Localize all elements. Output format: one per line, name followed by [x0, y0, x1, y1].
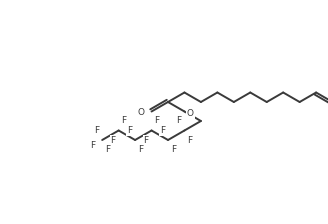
Text: F: F	[187, 136, 193, 144]
Text: F: F	[111, 136, 116, 144]
Text: F: F	[171, 145, 176, 154]
Text: F: F	[122, 116, 127, 125]
Text: F: F	[90, 141, 95, 150]
Text: F: F	[105, 145, 110, 154]
Text: F: F	[176, 116, 181, 125]
Text: F: F	[138, 145, 143, 154]
Text: F: F	[154, 116, 160, 125]
Text: F: F	[127, 126, 132, 135]
Text: F: F	[160, 126, 165, 135]
Text: O: O	[187, 109, 194, 118]
Text: F: F	[143, 136, 149, 144]
Text: O: O	[137, 108, 145, 117]
Text: F: F	[94, 126, 99, 135]
